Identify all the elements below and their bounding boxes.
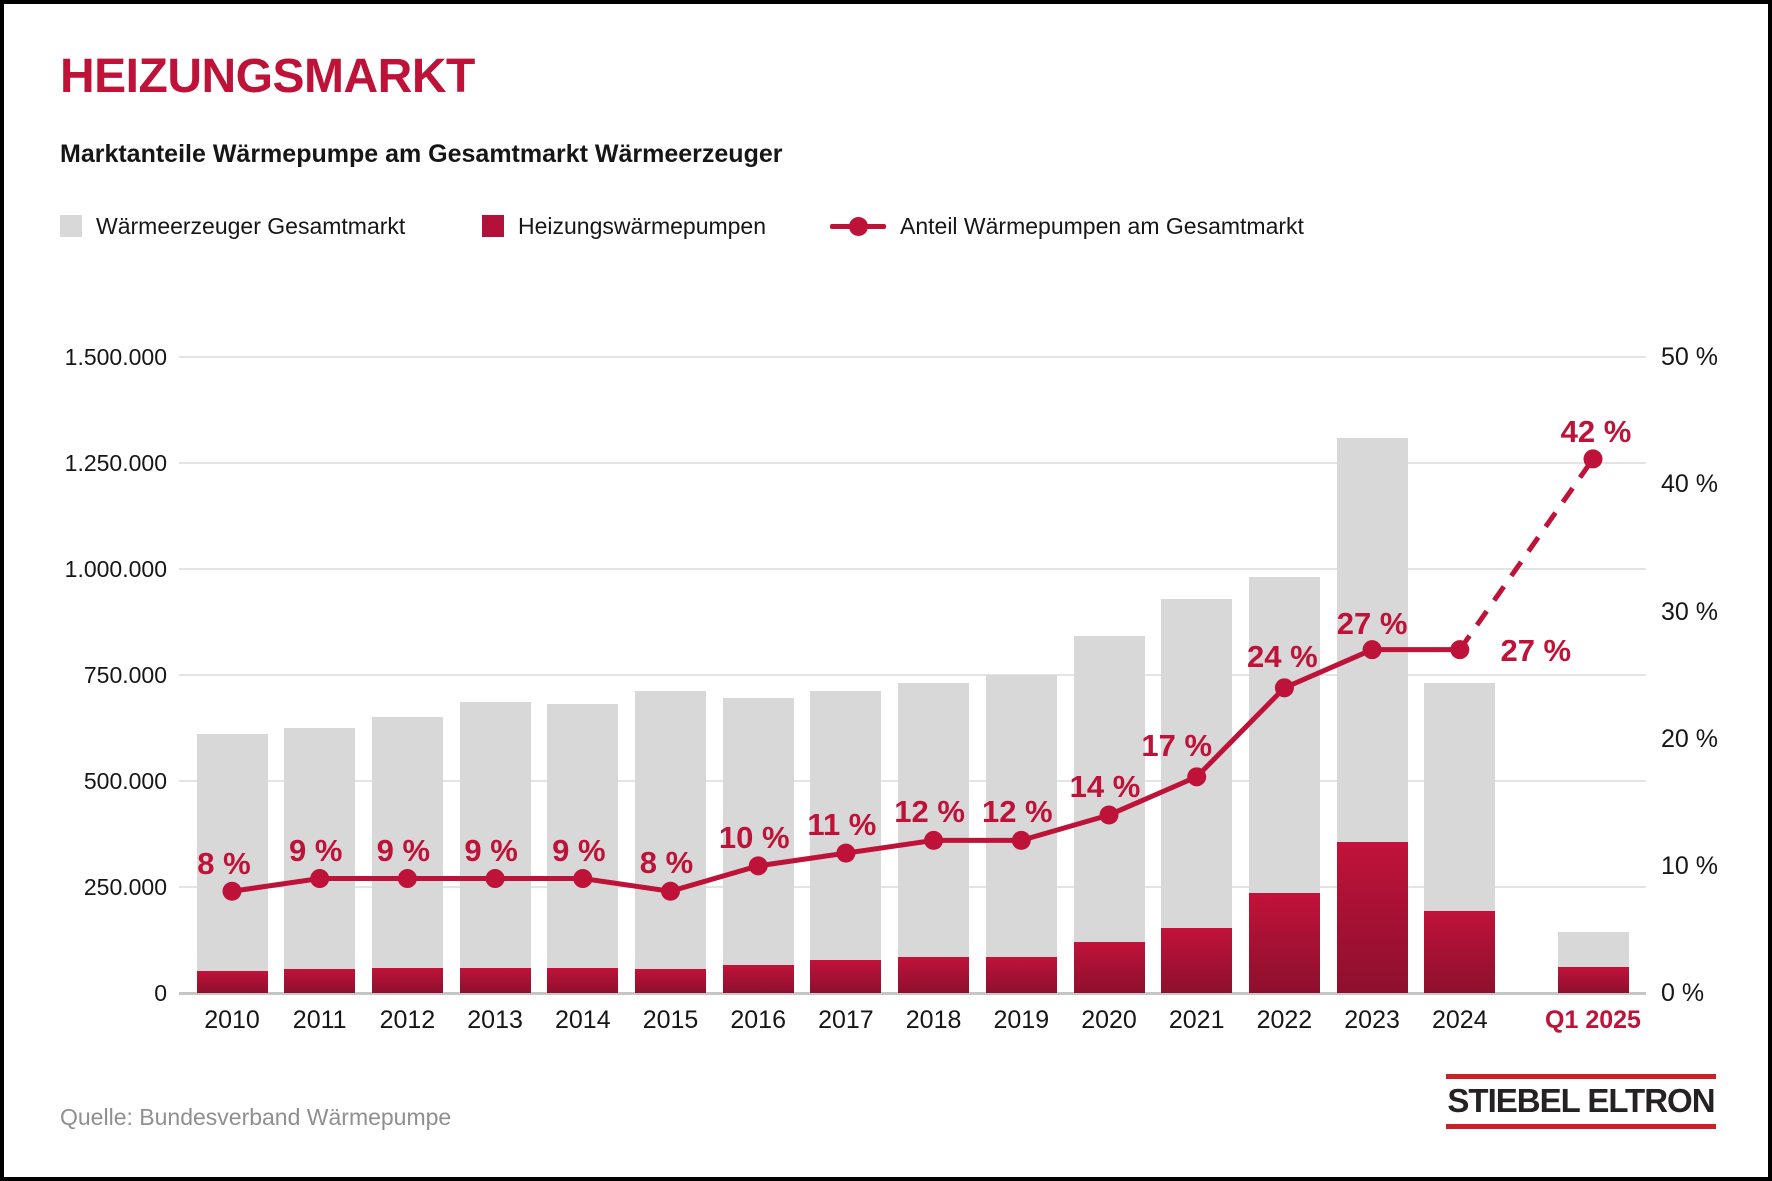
data-label-2013: 9 % [464,832,518,868]
x-label-2019: 2019 [993,1006,1050,1034]
bar-heatpump-2016 [722,964,794,993]
bar-heatpump-2022 [1248,892,1320,993]
bar-heatpump-2011 [284,968,356,993]
share-line-dashed-forecast [1457,457,1596,652]
data-label-2016: 10 % [718,819,790,855]
left-axis-tick: 1.250.000 [64,450,167,476]
source-note: Quelle: Bundesverband Wärmepumpe [60,1104,452,1130]
line-dot-2024 [1450,640,1470,660]
bar-heatpump-2019 [985,956,1057,993]
bar-heatpump-2014 [547,968,619,993]
right-axis-tick: 10 % [1661,851,1718,880]
x-label-2016: 2016 [730,1006,786,1034]
x-label-Q1 2025: Q1 2025 [1545,1006,1641,1034]
line-dot-Q1 2025 [1583,449,1603,469]
bar-heatpump-2018 [898,957,970,993]
chart-subtitle: Marktanteile Wärmepumpe am Gesamtmarkt W… [60,140,783,168]
legend-label: Wärmeerzeuger Gesamtmarkt [96,212,406,239]
legend-label: Anteil Wärmepumpen am Gesamtmarkt [900,212,1304,239]
x-label-2011: 2011 [292,1006,347,1034]
legend-label: Heizungswärmepumpen [518,212,767,239]
right-axis-tick: 20 % [1661,724,1718,753]
data-label-2015: 8 % [639,845,694,881]
legend-item-heatpumps: Heizungswärmepumpen [482,210,766,242]
stiebel-eltron-logo: STIEBEL ELTRON [1446,1074,1716,1129]
left-axis-tick: 0 [154,980,167,1006]
x-label-2015: 2015 [642,1006,699,1034]
left-axis-tick: 500.000 [83,768,167,794]
gray-square-swatch-icon [60,215,82,237]
data-label-2020: 14 % [1069,768,1141,804]
x-label-2017: 2017 [818,1006,874,1034]
left-axis-tick: 250.000 [83,874,167,900]
gridline-1000000 [179,568,1646,570]
gridline-1500000 [179,356,1646,358]
x-label-2013: 2013 [467,1006,523,1034]
data-label-2024: 27 % [1500,632,1572,668]
right-axis-tick: 30 % [1661,597,1718,626]
x-label-2018: 2018 [905,1006,962,1034]
left-axis-tick: 750.000 [83,662,167,688]
right-axis-tick: 40 % [1661,470,1718,499]
bar-heatpump-2017 [810,959,882,993]
right-axis-tick: 0 % [1661,979,1705,1007]
x-label-2020: 2020 [1081,1006,1137,1034]
data-label-2022: 24 % [1247,638,1318,674]
right-axis-tick: 50 % [1661,343,1718,372]
x-label-2024: 2024 [1431,1006,1488,1034]
bar-heatpump-2013 [459,967,531,993]
data-label-2010: 8 % [197,846,251,882]
bar-total-2018 [898,683,970,993]
red-square-swatch-icon [482,215,504,237]
bar-heatpump-2020 [1073,942,1145,993]
bar-total-2019 [985,674,1057,993]
data-label-2023: 27 % [1336,605,1408,641]
bar-heatpump-2015 [635,968,706,993]
bar-heatpump-2023 [1336,842,1408,993]
bar-heatpump-2010 [196,971,268,993]
bar-heatpump-Q1 2025 [1557,967,1629,993]
x-label-2010: 2010 [204,1006,260,1034]
gridline-0 [179,992,1646,995]
x-label-2022: 2022 [1256,1006,1313,1034]
legend-item-total-market: Wärmeerzeuger Gesamtmarkt [60,210,405,242]
data-label-2011: 9 % [288,832,343,868]
bar-heatpump-2021 [1161,927,1233,993]
data-label-2014: 9 % [552,832,606,868]
data-label-2018: 12 % [894,794,965,830]
line-dot-marker-icon [830,215,886,237]
gridline-750000 [179,674,1646,676]
data-label-2019: 12 % [981,794,1053,830]
left-axis-tick: 1.500.000 [64,344,167,370]
data-label-2021: 17 % [1141,727,1213,763]
bar-heatpump-2024 [1424,911,1496,993]
gridline-1250000 [179,462,1646,464]
data-label-Q1 2025: 42 % [1560,413,1632,449]
data-label-2017: 11 % [807,807,877,843]
page-title: HEIZUNGSMARKT [60,50,475,103]
legend-item-share-line: Anteil Wärmepumpen am Gesamtmarkt [830,210,1304,242]
x-label-2014: 2014 [554,1006,611,1034]
share-line-layer [222,449,1603,901]
x-label-2012: 2012 [379,1006,436,1034]
bar-heatpump-2012 [371,967,443,993]
data-label-2012: 9 % [376,832,431,868]
left-axis-tick: 1.000.000 [64,556,167,582]
bar-total-2020 [1073,635,1145,993]
bar-total-2015 [635,691,706,993]
x-label-2021: 2021 [1168,1006,1225,1034]
x-label-2023: 2023 [1344,1006,1400,1034]
